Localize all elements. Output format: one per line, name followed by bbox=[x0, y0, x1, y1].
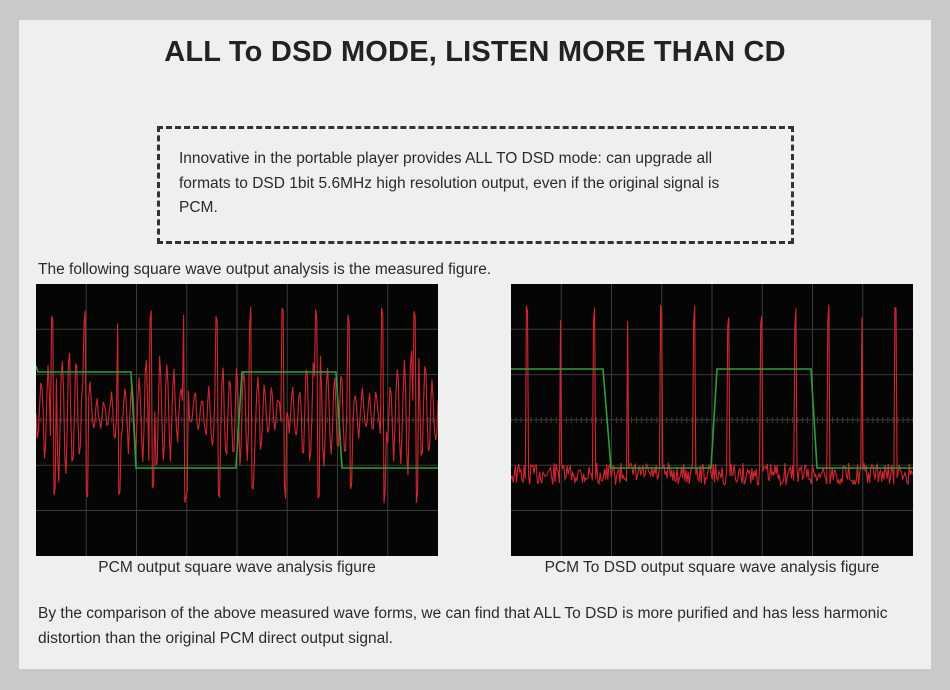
dsd-scope-figure bbox=[511, 284, 913, 556]
pcm-square-wave bbox=[36, 365, 438, 469]
dsd-square-wave bbox=[511, 368, 913, 469]
intro-dashed-box bbox=[157, 126, 794, 244]
pcm-scope-figure bbox=[36, 284, 438, 556]
lead-text: The following square wave output analysi… bbox=[38, 261, 492, 278]
page-title: ALL To DSD MODE, LISTEN MORE THAN CD bbox=[164, 36, 786, 68]
conclusion-text: By the comparison of the above measured … bbox=[38, 605, 888, 647]
intro-text: Innovative in the portable player provid… bbox=[179, 150, 720, 216]
pcm-signal-trace bbox=[36, 306, 438, 504]
pcm-grid bbox=[36, 284, 438, 556]
pcm-figure-caption: PCM output square wave analysis figure bbox=[98, 559, 376, 576]
pcm-scope-svg bbox=[36, 284, 438, 556]
dsd-figure-caption: PCM To DSD output square wave analysis f… bbox=[544, 559, 880, 576]
dsd-grid bbox=[511, 284, 913, 556]
dsd-scope-svg bbox=[511, 284, 913, 556]
